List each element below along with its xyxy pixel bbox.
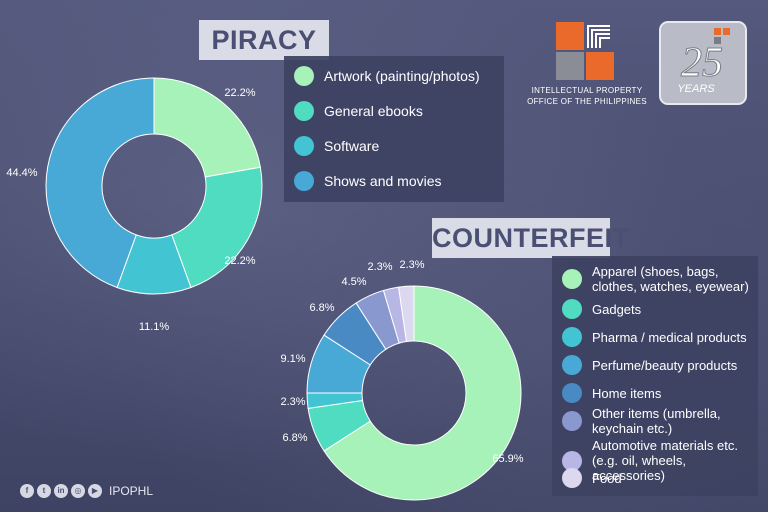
legend-label: Food <box>592 471 622 486</box>
counterfeit-legend-item: Perfume/beauty products <box>562 355 752 375</box>
youtube-icon[interactable]: ▶ <box>88 484 102 498</box>
legend-label-line1: Automotive materials etc. <box>592 438 738 453</box>
legend-label: Other items (umbrella,keychain etc.) <box>592 406 721 436</box>
donut-slice <box>172 167 262 287</box>
legend-swatch <box>294 66 314 86</box>
counterfeit-legend-item: Other items (umbrella,keychain etc.) <box>562 406 752 436</box>
legend-swatch <box>562 327 582 347</box>
piracy-legend-item: Artwork (painting/photos) <box>294 66 498 86</box>
legend-label: Apparel (shoes, bags,clothes, watches, e… <box>592 264 749 294</box>
ipophl-name-line2: OFFICE OF THE PHILIPPINES <box>522 97 652 106</box>
slice-value-label: 2.3% <box>399 259 424 271</box>
legend-label: Perfume/beauty products <box>592 358 737 373</box>
legend-swatch <box>562 383 582 403</box>
legend-label-line2: clothes, watches, eyewear) <box>592 279 749 294</box>
slice-value-label: 6.8% <box>282 432 307 444</box>
counterfeit-donut-chart: 65.9%6.8%2.3%9.1%6.8%4.5%2.3%2.3% <box>280 259 523 500</box>
legend-label-line2: keychain etc.) <box>592 421 672 436</box>
piracy-legend-item: General ebooks <box>294 101 498 121</box>
piracy-legend-item: Shows and movies <box>294 171 498 191</box>
slice-value-label: 22.2% <box>224 255 255 267</box>
legend-label: General ebooks <box>324 104 423 119</box>
counterfeit-legend: Apparel (shoes, bags,clothes, watches, e… <box>552 256 758 496</box>
ipophl-logo: INTELLECTUAL PROPERTY OFFICE OF THE PHIL… <box>522 12 652 110</box>
social-handle: IPOPHL <box>109 484 153 498</box>
legend-label-line1: Apparel (shoes, bags, <box>592 264 718 279</box>
legend-label: Software <box>324 139 379 154</box>
counterfeit-title: COUNTERFEIT <box>432 218 610 258</box>
social-footer: f t in ◎ ▶ IPOPHL <box>20 484 153 498</box>
counterfeit-legend-item: Apparel (shoes, bags,clothes, watches, e… <box>562 264 752 294</box>
slice-value-label: 44.4% <box>6 167 37 179</box>
slice-value-label: 9.1% <box>280 353 305 365</box>
slice-value-label: 2.3% <box>280 396 305 408</box>
legend-label: Shows and movies <box>324 174 442 189</box>
legend-swatch <box>562 411 582 431</box>
legend-swatch <box>294 171 314 191</box>
ipophl-emblem <box>522 12 652 82</box>
linkedin-icon[interactable]: in <box>54 484 68 498</box>
piracy-donut-chart: 22.2% 22.2% 11.1% 44.4% <box>6 78 262 333</box>
slice-value-label: 11.1% <box>139 321 170 333</box>
ipophl-name-line1: INTELLECTUAL PROPERTY <box>522 86 652 95</box>
counterfeit-legend-item: Food <box>562 468 752 488</box>
counterfeit-legend-item: Pharma / medical products <box>562 327 752 347</box>
legend-label: Gadgets <box>592 302 641 317</box>
slice-value-label: 22.2% <box>224 87 255 99</box>
piracy-title: PIRACY <box>199 20 329 60</box>
slice-value-label: 6.8% <box>309 302 334 314</box>
counterfeit-legend-item: Gadgets <box>562 299 752 319</box>
legend-label: Home items <box>592 386 661 401</box>
legend-label: Artwork (painting/photos) <box>324 69 480 84</box>
legend-label-line1: Other items (umbrella, <box>592 406 721 421</box>
legend-swatch <box>562 299 582 319</box>
anniversary-number: 25 <box>681 40 723 86</box>
legend-swatch <box>294 136 314 156</box>
legend-swatch <box>294 101 314 121</box>
anniversary-word: YEARS <box>677 83 715 95</box>
facebook-icon[interactable]: f <box>20 484 34 498</box>
slice-value-label: 4.5% <box>341 276 366 288</box>
slice-value-label: 2.3% <box>367 261 392 273</box>
instagram-icon[interactable]: ◎ <box>71 484 85 498</box>
legend-swatch <box>562 355 582 375</box>
anniversary-25-years-logo: 25 YEARS <box>658 20 748 106</box>
legend-swatch <box>562 269 582 289</box>
legend-swatch <box>562 468 582 488</box>
counterfeit-legend-item: Home items <box>562 383 752 403</box>
twitter-icon[interactable]: t <box>37 484 51 498</box>
slice-value-label: 65.9% <box>492 453 523 465</box>
legend-label: Pharma / medical products <box>592 330 747 345</box>
piracy-legend-item: Software <box>294 136 498 156</box>
piracy-legend: Artwork (painting/photos) General ebooks… <box>284 56 504 202</box>
